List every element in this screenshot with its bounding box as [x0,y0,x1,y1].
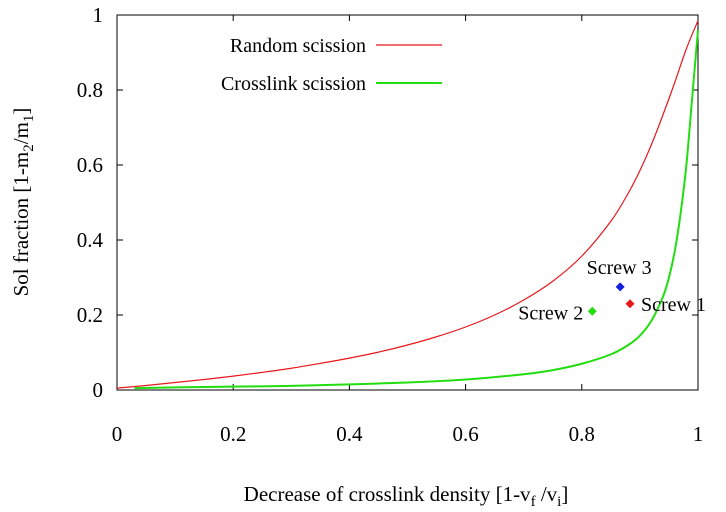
x-tick-label: 0 [112,422,123,446]
x-axis-label: Decrease of crosslink density [1-vf /vi] [244,482,569,510]
series-line-1 [116,20,699,389]
y-tick-label: 0.6 [77,153,103,177]
x-tick-label: 0.6 [452,422,478,446]
y-tick-label: 0.4 [77,228,104,252]
y-tick-label: 1 [93,3,104,27]
legend-label-2: Crosslink scission [221,73,366,95]
legend: Random scission Crosslink scission [221,35,442,95]
x-tick-label: 0.4 [336,422,363,446]
y-axis-ticks: 0 0.2 0.4 0.6 0.8 1 [77,3,698,402]
legend-label-1: Random scission [230,35,366,57]
y-tick-label: 0.2 [77,303,103,327]
curves [116,20,699,390]
y-tick-label: 0 [93,378,104,402]
x-tick-label: 0.2 [220,422,246,446]
x-axis-ticks: 0 0.2 0.4 0.6 0.8 1 [112,15,704,446]
point-marker-1 [625,299,635,309]
y-tick-label: 0.8 [77,78,103,102]
plot-frame [116,14,699,391]
point-marker-3 [615,282,625,292]
y-axis-label: Sol fraction [1-m2/m1] [9,108,37,297]
point-marker-2 [587,306,597,316]
x-tick-label: 1 [693,422,704,446]
point-label-2: Screw 2 [518,302,583,324]
point-label-3: Screw 3 [587,257,652,279]
point-label-1: Screw 1 [641,294,706,316]
series-line-2 [134,29,699,390]
x-tick-label: 0.8 [569,422,595,446]
data-points: Screw 1 Screw 2 Screw 3 [518,257,706,324]
